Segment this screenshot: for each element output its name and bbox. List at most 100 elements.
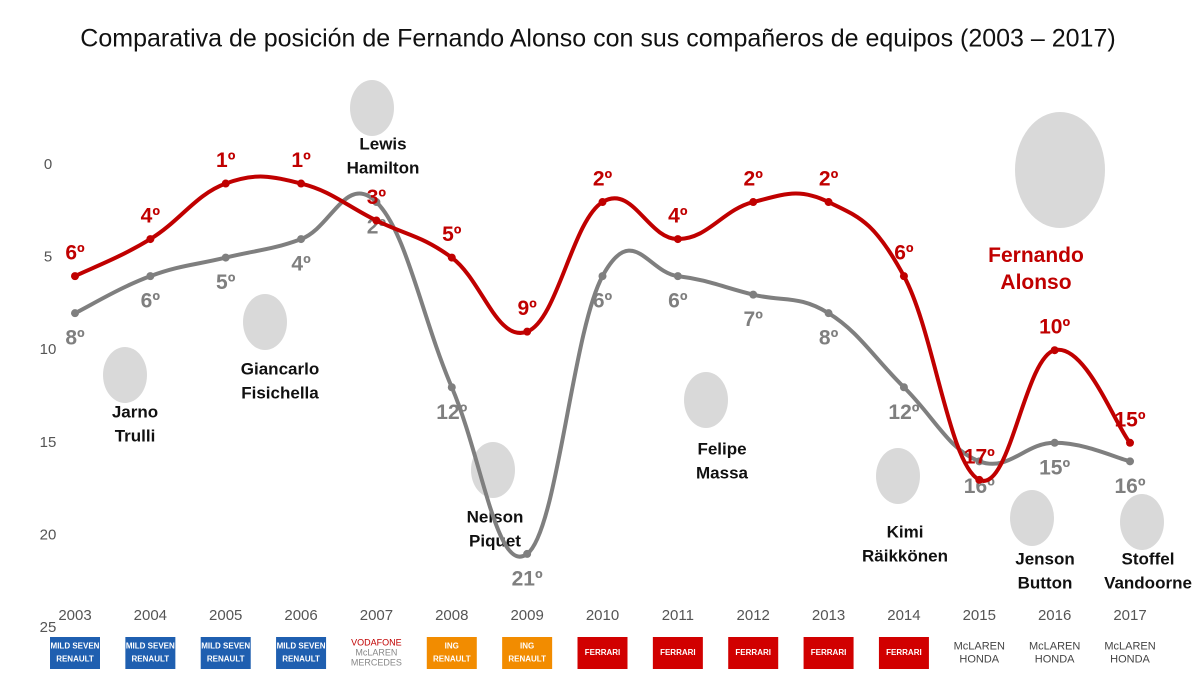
data-label: 10º [1039,316,1070,339]
team-name: McLAREN [954,640,1005,652]
x-tick-label: 2007 [360,607,393,624]
data-point [975,475,984,484]
team-name: MILD SEVEN [126,642,175,651]
data-point [221,179,230,188]
x-tick-label: 2017 [1113,607,1146,624]
face-photo [350,80,394,136]
team-name: RENAULT [207,655,245,664]
data-label: 2º [744,168,764,191]
team-name: McLAREN [355,647,397,657]
team-name: HONDA [1035,653,1075,665]
teammate-name: Button [1018,573,1073,592]
data-label: 3º [367,186,387,209]
data-point [824,198,833,207]
data-point [1126,457,1134,466]
y-tick-label: 10 [40,341,57,358]
team-name: FERRARI [585,648,621,657]
team-name: HONDA [1110,653,1150,665]
teammate-name: Trulli [115,426,156,445]
data-point [372,198,381,207]
data-point [749,290,758,299]
data-point [221,253,230,262]
data-label: 21º [512,567,543,590]
team-name: VODAFONE [351,637,402,647]
data-point [297,179,306,188]
x-tick-label: 2014 [887,607,920,624]
face-photo [684,372,728,428]
data-point [975,457,984,466]
teammate-name: Giancarlo [241,359,319,378]
data-label: 1º [216,149,236,172]
data-point [146,272,155,281]
data-label: 6º [894,242,914,265]
team-logo [728,637,779,669]
x-tick-label: 2012 [737,607,770,624]
x-tick-label: 2008 [435,607,468,624]
data-label: 8º [819,327,839,350]
team-name: MERCEDES [351,657,402,667]
x-tick-label: 2013 [812,607,845,624]
data-point [1050,346,1059,355]
data-label: 2º [819,168,839,191]
team-logo [803,637,854,669]
team-logo [878,637,929,669]
team-name: RENAULT [56,655,94,664]
data-label: 9º [517,297,537,320]
data-label: 6º [668,290,688,313]
x-tick-label: 2005 [209,607,242,624]
y-tick-label: 0 [44,156,52,173]
teammate-name: Stoffel [1122,549,1175,568]
team-name: FERRARI [660,648,696,657]
face-photo [1015,112,1105,228]
team-name: FERRARI [735,648,771,657]
data-label: 4º [141,205,161,228]
data-label: 4º [291,253,311,276]
x-tick-label: 2006 [284,607,317,624]
series-name: Fernando Alonso [988,244,1084,294]
data-label: 8º [65,327,85,350]
data-point [749,198,758,207]
teammate-name: Hamilton [347,158,420,177]
data-label: 1º [291,149,311,172]
face-photo [1010,490,1054,546]
data-point [447,253,456,262]
team-name: RENAULT [508,655,546,664]
data-label: 15º [1039,456,1070,479]
teammate-name: Felipe [697,439,746,458]
team-name: MILD SEVEN [201,642,250,651]
x-tick-label: 2010 [586,607,619,624]
teammate-name: Jarno [112,402,158,421]
face-photo [103,347,147,403]
data-label: 2º [593,168,613,191]
face-photo [243,294,287,350]
team-name: FERRARI [886,648,922,657]
team-name: McLAREN [1104,640,1155,652]
x-tick-label: 2009 [510,607,543,624]
team-logo [276,637,327,669]
data-label: 6º [141,290,161,313]
data-point [372,216,381,225]
data-point [1050,438,1059,447]
x-tick-label: 2011 [662,607,694,624]
data-point [824,309,833,318]
teammate-name: Fisichella [241,383,319,402]
team-logo [577,637,628,669]
team-name: HONDA [959,653,999,665]
teammate-name: Vandoorne [1104,573,1192,592]
data-label: 4º [668,205,688,228]
teammate-name: Lewis [359,134,406,153]
teammate-name: Räikkönen [862,546,948,565]
team-logo [200,637,251,669]
y-tick-label: 15 [40,434,57,451]
teammate-name: Kimi [887,522,924,541]
face-photo [1120,494,1164,550]
data-point [71,272,79,281]
team-name: RENAULT [282,655,320,664]
x-tick-label: 2016 [1038,607,1071,624]
x-tick-label: 2003 [58,607,91,624]
x-tick-label: 2004 [134,607,167,624]
data-label: 7º [744,308,764,331]
data-label: 5º [216,271,236,294]
team-logo [50,637,100,669]
